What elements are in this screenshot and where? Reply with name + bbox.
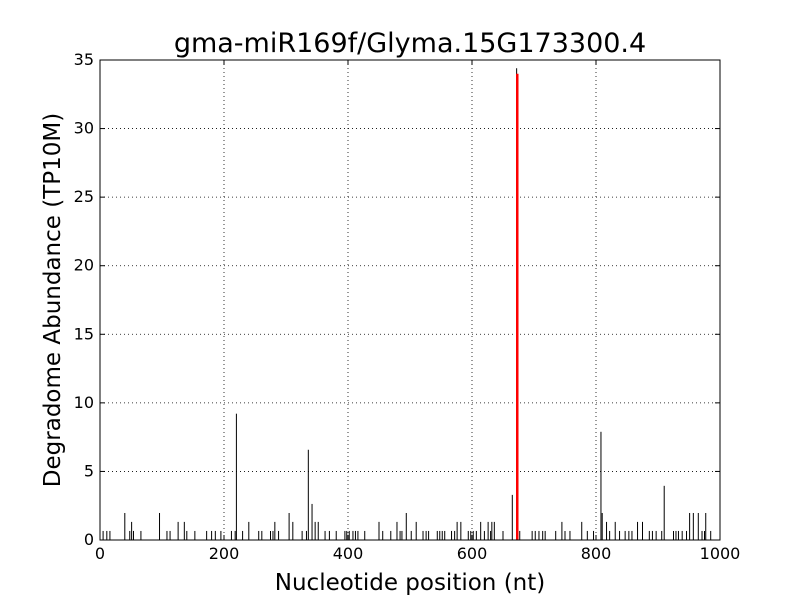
y-tick-label: 0	[84, 530, 94, 549]
grid-layer	[100, 60, 720, 540]
x-tick-label: 600	[457, 544, 488, 563]
x-tick-label: 400	[333, 544, 364, 563]
y-tick-label: 25	[74, 187, 94, 206]
tick-layer: 0 200 400 600 800 1000 0 5 10 15 20 25 30 35	[74, 50, 741, 563]
y-tick-label: 15	[74, 324, 94, 343]
x-tick-label: 200	[209, 544, 240, 563]
y-tick-label: 5	[84, 461, 94, 480]
x-tick-label: 800	[581, 544, 612, 563]
y-tick-label: 30	[74, 119, 94, 138]
y-tick-label: 10	[74, 393, 94, 412]
y-tick-label: 35	[74, 50, 94, 69]
x-tick-label: 1000	[700, 544, 741, 563]
chart-title: gma-miR169f/Glyma.15G173300.4	[174, 28, 646, 59]
bar-layer	[102, 68, 712, 540]
y-tick-label: 20	[74, 256, 94, 275]
y-axis-label: Degradome Abundance (TP10M)	[40, 113, 66, 487]
x-axis-label: Nucleotide position (nt)	[275, 570, 545, 596]
plot-frame	[99, 59, 721, 541]
x-tick-label: 0	[95, 544, 105, 563]
